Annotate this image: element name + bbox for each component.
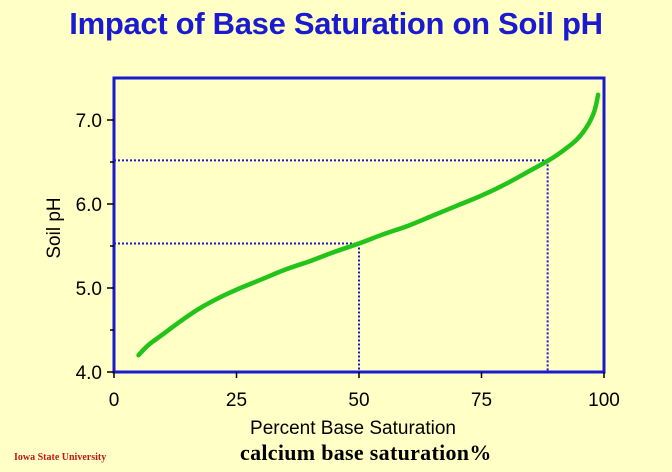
x-tick-label: 50: [348, 390, 369, 411]
caption-footer: calcium base saturation%: [240, 440, 492, 465]
university-footer: Iowa State University: [14, 452, 107, 463]
y-tick-label: 4.0: [76, 363, 102, 384]
x-tick-label: 100: [588, 390, 620, 411]
x-tick-labels: 0 25 50 75 100: [109, 390, 620, 411]
x-axis-title: Percent Base Saturation: [250, 418, 456, 439]
chart: 0 25 50 75 100 4.0 5.0 6.0 7.0 Percent Base Sat…: [44, 76, 620, 439]
y-tick-label: 7.0: [76, 111, 102, 132]
series-curve: [136, 92, 601, 358]
x-tick-label: 0: [109, 390, 120, 411]
guide-lines: [114, 159, 549, 372]
x-tick-label: 75: [471, 390, 492, 411]
y-tick-label: 5.0: [76, 279, 102, 300]
slide-title: Impact of Base Saturation on Soil pH: [69, 6, 603, 41]
x-tick-label: 25: [226, 390, 247, 411]
axis-ticks: [107, 119, 605, 378]
y-tick-label: 6.0: [76, 195, 102, 216]
y-axis-title: Soil pH: [44, 197, 65, 258]
y-tick-labels: 4.0 5.0 6.0 7.0: [76, 111, 102, 384]
